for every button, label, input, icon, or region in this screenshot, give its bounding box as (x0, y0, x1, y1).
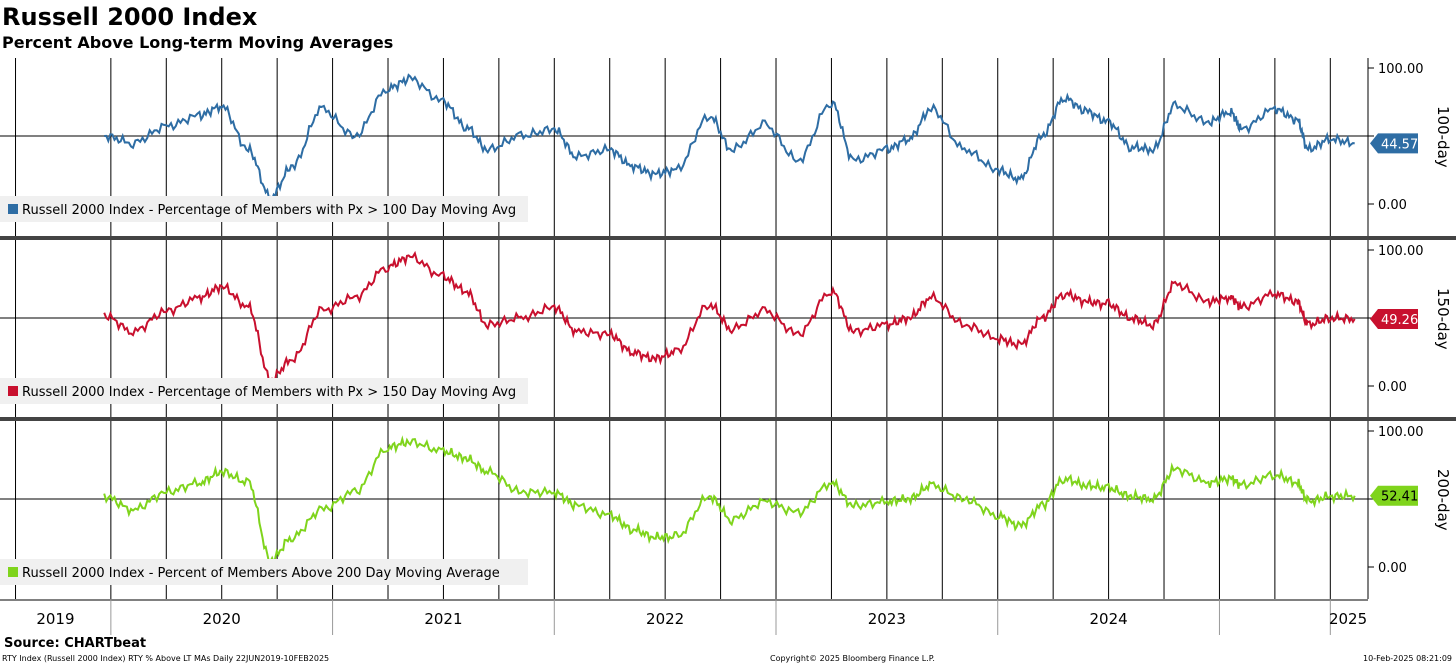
x-tick-label: 2021 (424, 610, 462, 628)
chart-area: 100.00 0.00 44.57 100-day Russell 2000 Index… (0, 58, 1456, 635)
x-tick-label: 2019 (36, 610, 74, 628)
legend: Russell 2000 Index - Percentage of Membe… (0, 196, 528, 222)
y-tick-label: 0.00 (1378, 198, 1407, 213)
panel-1: 100.00 0.00 44.57 100-day Russell 2000 Index… (0, 58, 1452, 236)
legend-swatch (8, 204, 18, 214)
legend-label: Russell 2000 Index - Percent of Members … (22, 566, 500, 581)
last-value-tag-bg (1370, 133, 1418, 154)
series-line (104, 73, 1355, 202)
y-tick-label: 0.00 (1378, 561, 1407, 576)
x-tick-label: 2024 (1089, 610, 1127, 628)
panel-side-label: 200-day (1434, 469, 1452, 531)
legend-bg (0, 196, 528, 222)
legend-bg (0, 378, 528, 404)
x-tick-label: 2025 (1329, 610, 1367, 628)
chart-title: Russell 2000 Index (2, 3, 258, 31)
last-value-label: 52.41 (1381, 490, 1418, 505)
last-value-tag: 49.26 (1370, 309, 1418, 330)
last-value-label: 49.26 (1381, 313, 1418, 328)
y-tick-label: 0.00 (1378, 380, 1407, 395)
legend: Russell 2000 Index - Percentage of Membe… (0, 378, 528, 404)
x-tick-label: 2023 (868, 610, 906, 628)
last-value-tag-bg (1370, 309, 1418, 330)
source-label: Source: CHARTbeat (4, 636, 147, 651)
last-value-tag: 52.41 (1370, 485, 1418, 506)
y-tick-label: 100.00 (1378, 425, 1424, 440)
panel-2: 100.00 0.00 49.26 150-day Russell 2000 Index… (0, 240, 1452, 418)
last-value-label: 44.57 (1381, 137, 1418, 152)
panel-separator (0, 236, 1456, 240)
series-line (103, 435, 1356, 566)
y-tick-label: 100.00 (1378, 244, 1424, 259)
legend-label: Russell 2000 Index - Percentage of Membe… (22, 385, 516, 400)
panel-3: 100.00 0.00 52.41 200-day Russell 2000 Index… (0, 421, 1452, 599)
legend-label: Russell 2000 Index - Percentage of Membe… (22, 203, 516, 218)
y-tick-label: 100.00 (1378, 62, 1424, 77)
footer-timestamp: 10-Feb-2025 08:21:09 (1363, 654, 1452, 663)
legend-bg (0, 559, 528, 585)
legend: Russell 2000 Index - Percent of Members … (0, 559, 528, 585)
legend-swatch (8, 567, 18, 577)
last-value-tag-bg (1370, 485, 1418, 506)
legend-swatch (8, 386, 18, 396)
series-line (103, 250, 1356, 384)
footer-left: RTY Index (Russell 2000 Index) RTY % Abo… (2, 654, 330, 663)
x-tick-label: 2020 (203, 610, 241, 628)
x-tick-label: 2022 (646, 610, 684, 628)
chart-subtitle: Percent Above Long-term Moving Averages (2, 33, 394, 52)
panel-side-label: 150-day (1434, 288, 1452, 350)
footer-copyright: Copyright© 2025 Bloomberg Finance L.P. (770, 654, 935, 663)
panel-separator (0, 417, 1456, 421)
last-value-tag: 44.57 (1370, 133, 1418, 154)
panel-side-label: 100-day (1434, 106, 1452, 168)
